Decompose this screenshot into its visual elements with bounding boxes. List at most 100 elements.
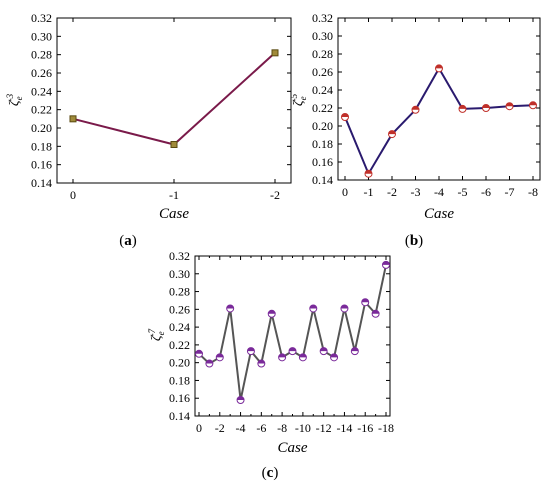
data-point (388, 130, 396, 139)
plot-frame (337, 17, 541, 181)
y-tick-label: 0.26 (169, 302, 190, 316)
x-tick-label: -18 (378, 421, 394, 435)
y-tick-label: 0.14 (31, 176, 52, 190)
x-tick-label: -8 (277, 421, 287, 435)
series-line (198, 264, 387, 401)
y-tick-label: 0.32 (169, 249, 190, 263)
data-point (529, 101, 537, 110)
data-point (435, 64, 443, 73)
y-tick-label: 0.32 (31, 11, 52, 25)
x-axis-label: Case (424, 206, 454, 222)
y-tick-label: 0.30 (169, 267, 190, 281)
y-tick-label: 0.18 (169, 373, 190, 387)
panel-label: (a) (119, 233, 137, 249)
data-point (350, 347, 359, 356)
y-axis-label: ζe-5 (289, 93, 308, 106)
data-point (195, 349, 203, 358)
plot-frame (56, 17, 292, 184)
x-tick-label: -2 (215, 421, 225, 435)
data-point (340, 304, 349, 313)
y-tick-label: 0.18 (31, 139, 52, 153)
x-tick-label: -3 (411, 185, 421, 199)
data-point (482, 104, 490, 112)
chart-panel-b: 0.14 0.16 0.18 0.20 0.22 0.24 0.26 0.28 0.30 0.32… (289, 11, 541, 249)
x-tick-label: -10 (295, 421, 311, 435)
y-tick-label: 0.24 (169, 320, 190, 334)
y-tick-label: 0.22 (312, 101, 333, 115)
x-tick-label: -2 (270, 188, 280, 202)
data-point (341, 113, 349, 121)
y-axis-label: ζe-7 (147, 328, 166, 341)
panel-label: (b) (405, 233, 423, 249)
chart-panel-a: 0.14 0.16 0.18 0.20 0.22 0.24 0.26 0.28 0.30 0.32… (5, 11, 292, 249)
data-point (69, 115, 77, 123)
y-tick-label: 0.28 (312, 47, 333, 61)
x-tick-label: -6 (256, 421, 266, 435)
y-tick-label: 0.22 (31, 103, 52, 117)
y-axis-label: ζe-3 (5, 93, 24, 106)
data-point (226, 304, 235, 313)
data-point (505, 102, 514, 111)
y-tick-label: 0.14 (169, 409, 190, 423)
y-tick-label: 0.24 (312, 83, 333, 97)
data-point (170, 141, 178, 148)
data-point (364, 169, 373, 178)
data-point (382, 260, 390, 269)
x-tick-label: 0 (70, 188, 76, 202)
x-axis-label: Case (159, 206, 189, 222)
x-tick-label: -8 (528, 185, 538, 199)
x-tick-label: -1 (169, 188, 179, 202)
y-tick-label: 0.20 (31, 121, 52, 135)
y-tick-label: 0.16 (31, 158, 52, 172)
y-tick-label: 0.32 (312, 11, 333, 25)
panel-label: (c) (262, 465, 279, 481)
data-point (257, 359, 266, 368)
data-point (298, 353, 307, 362)
chart-panel-c: 0.14 0.16 0.18 0.20 0.22 0.24 0.26 0.28 0.30 0.32… (147, 249, 394, 481)
data-point (411, 105, 420, 114)
x-tick-label: -12 (316, 421, 332, 435)
data-point (278, 353, 287, 362)
x-tick-label: -6 (481, 185, 491, 199)
y-tick-label: 0.20 (169, 356, 190, 370)
data-point (371, 309, 380, 318)
data-point (288, 347, 297, 356)
x-tick-label: -4 (236, 421, 246, 435)
y-tick-label: 0.26 (312, 65, 333, 79)
y-tick-label: 0.24 (31, 84, 52, 98)
x-tick-label: -14 (336, 421, 352, 435)
data-point (309, 304, 318, 313)
data-point (271, 49, 279, 57)
x-tick-label: -2 (387, 185, 397, 199)
y-tick-label: 0.20 (312, 119, 333, 133)
series-line (344, 66, 534, 176)
x-tick-label: -7 (505, 185, 515, 199)
y-tick-label: 0.14 (312, 173, 333, 187)
y-tick-label: 0.30 (31, 29, 52, 43)
data-point (215, 353, 224, 362)
x-tick-label: -5 (458, 185, 468, 199)
y-tick-label: 0.28 (169, 285, 190, 299)
data-point (458, 104, 467, 113)
y-tick-label: 0.18 (312, 137, 333, 151)
data-point (246, 347, 255, 356)
y-tick-label: 0.16 (169, 391, 190, 405)
y-tick-label: 0.28 (31, 48, 52, 62)
y-tick-label: 0.16 (312, 155, 333, 169)
data-point (205, 359, 214, 368)
x-tick-label: 0 (196, 421, 202, 435)
x-tick-label: -16 (357, 421, 373, 435)
data-point (330, 353, 339, 362)
data-point (319, 347, 328, 356)
x-tick-label: -1 (364, 185, 374, 199)
data-point (236, 396, 245, 404)
data-point (267, 309, 276, 318)
x-tick-label: 0 (342, 185, 348, 199)
x-axis-label: Case (278, 440, 308, 456)
y-tick-label: 0.26 (31, 66, 52, 80)
x-tick-label: -4 (434, 185, 444, 199)
data-point (361, 298, 370, 307)
series-line (72, 52, 276, 146)
y-tick-label: 0.22 (169, 338, 190, 352)
